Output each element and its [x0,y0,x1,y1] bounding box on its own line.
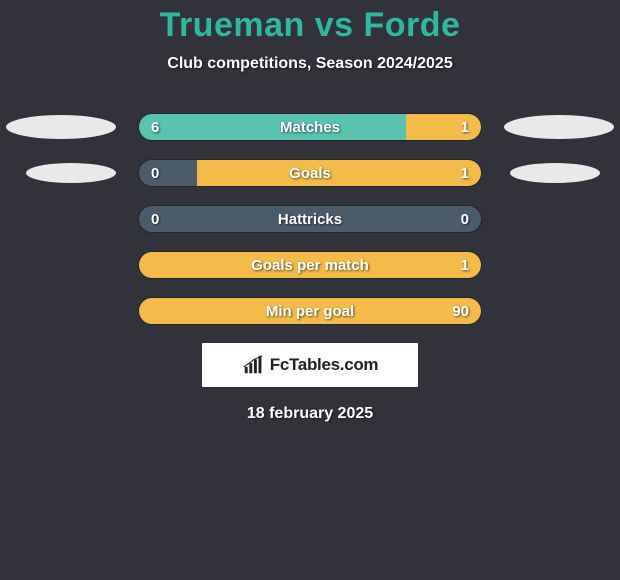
stat-bar: 1Goals per match [138,251,482,279]
bar-chart-icon [242,354,264,376]
stats-list: 61Matches 01Goals 00Hattricks 1Goals per ma… [0,113,620,325]
stat-bar: 00Hattricks [138,205,482,233]
stat-label: Goals [139,160,481,187]
stat-bar: 61Matches [138,113,482,141]
comparison-card: Trueman vs Forde Club competitions, Seas… [0,0,620,580]
subtitle: Club competitions, Season 2024/2025 [0,55,620,73]
date-label: 18 february 2025 [0,405,620,423]
stat-bar: 90Min per goal [138,297,482,325]
stat-row: 90Min per goal [0,297,620,325]
stat-label: Matches [139,114,481,141]
right-player-marker [510,163,600,183]
stat-label: Min per goal [139,298,481,325]
left-player-marker [26,163,116,183]
source-logo[interactable]: FcTables.com [202,343,418,387]
stat-row: 1Goals per match [0,251,620,279]
stat-row: 61Matches [0,113,620,141]
right-player-marker [504,115,614,139]
stat-label: Hattricks [139,206,481,233]
logo-text: FcTables.com [270,355,379,375]
stat-row: 00Hattricks [0,205,620,233]
stat-label: Goals per match [139,252,481,279]
page-title: Trueman vs Forde [0,6,620,45]
stat-row: 01Goals [0,159,620,187]
left-player-marker [6,115,116,139]
stat-bar: 01Goals [138,159,482,187]
